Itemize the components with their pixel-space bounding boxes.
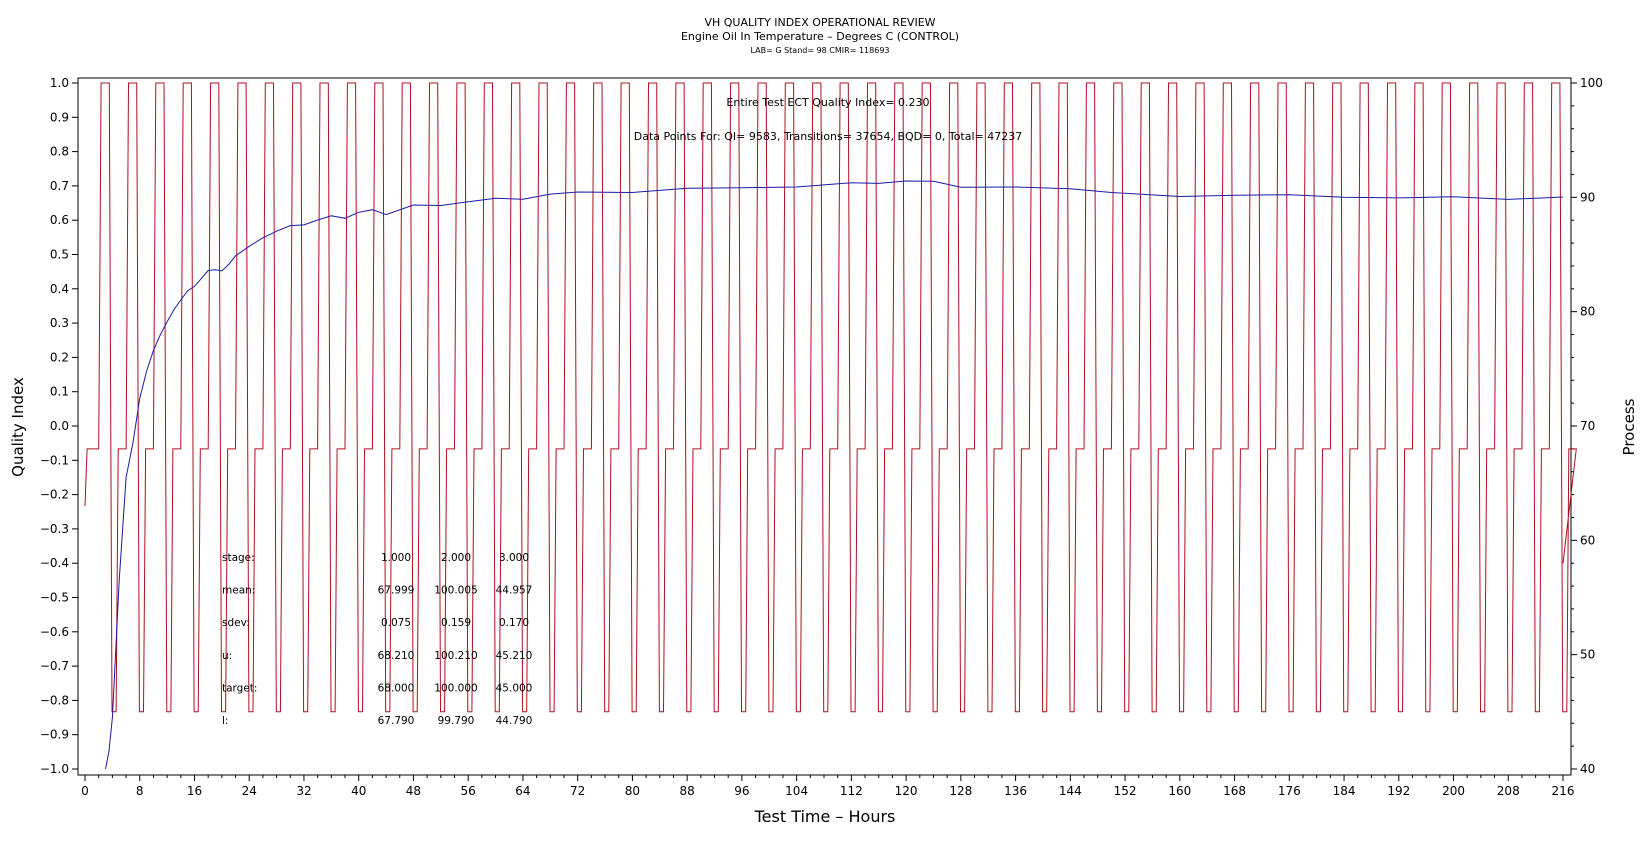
x-tick-label: 144 bbox=[1059, 784, 1082, 798]
y-axis-left: −1.0 −0.9 −0.8 −0.7 −0.6 −0.5 −0.4 −0.3 −0.2 −0.1… bbox=[40, 76, 78, 776]
x-tick-label: 152 bbox=[1114, 784, 1137, 798]
x-tick-label: 16 bbox=[187, 784, 202, 798]
chart-title: VH QUALITY INDEX OPERATIONAL REVIEW bbox=[704, 16, 935, 29]
chart-info-line: LAB= G Stand= 98 CMIR= 118693 bbox=[750, 46, 889, 55]
x-tick-label: 0 bbox=[81, 784, 89, 798]
x-tick-label: 176 bbox=[1278, 784, 1301, 798]
y-axis-right-label: Process bbox=[1620, 398, 1638, 455]
x-tick-label: 208 bbox=[1497, 784, 1520, 798]
y-left-tick-label: −0.5 bbox=[40, 591, 69, 605]
x-axis: 0 8 16 24 32 40 48 56 64 72 80 88 96 104 112 120 128 136 1… bbox=[81, 775, 1574, 798]
y-right-tick-label: 40 bbox=[1580, 762, 1595, 776]
y-left-tick-label: −0.9 bbox=[40, 728, 69, 742]
series-process-line bbox=[84, 82, 1577, 713]
stats-table: stage: 1.000 2.000 3.000 mean: 67.999 100.005 4… bbox=[222, 552, 532, 727]
y-right-tick-label: 60 bbox=[1580, 533, 1595, 547]
y-right-tick-label: 80 bbox=[1580, 305, 1595, 319]
y-axis-right: 40 50 60 70 80 90 100 bbox=[1571, 76, 1603, 776]
stats-cell: 2.000 bbox=[441, 552, 471, 564]
stats-cell: 0.170 bbox=[499, 617, 529, 629]
x-tick-label: 184 bbox=[1333, 784, 1356, 798]
series-quality-index-line bbox=[105, 180, 1564, 770]
x-axis-label: Test Time – Hours bbox=[754, 807, 896, 826]
stats-row-label: stage: bbox=[222, 552, 255, 564]
x-tick-label: 136 bbox=[1004, 784, 1027, 798]
y-left-tick-label: 0.4 bbox=[50, 282, 69, 296]
x-tick-label: 200 bbox=[1442, 784, 1465, 798]
x-tick-label: 128 bbox=[949, 784, 972, 798]
y-right-tick-label: 70 bbox=[1580, 419, 1595, 433]
y-left-tick-label: −0.2 bbox=[40, 488, 69, 502]
stats-cell: 45.210 bbox=[496, 650, 533, 662]
y-left-tick-label: 0.6 bbox=[50, 213, 69, 227]
y-left-tick-label: −0.7 bbox=[40, 659, 69, 673]
x-tick-label: 168 bbox=[1223, 784, 1246, 798]
x-tick-label: 192 bbox=[1387, 784, 1410, 798]
chart-subtitle: Engine Oil In Temperature – Degrees C (C… bbox=[681, 30, 959, 43]
stats-cell: 68.000 bbox=[378, 682, 415, 694]
stats-cell: 0.159 bbox=[441, 617, 471, 629]
x-tick-label: 96 bbox=[734, 784, 749, 798]
stats-row-label: u: bbox=[222, 650, 232, 662]
x-tick-label: 40 bbox=[351, 784, 366, 798]
x-tick-label: 72 bbox=[570, 784, 585, 798]
y-left-tick-label: 0.8 bbox=[50, 145, 69, 159]
y-left-tick-label: 0.0 bbox=[50, 419, 69, 433]
annotation-quality-index: Entire Test ECT Quality Index= 0.230 bbox=[726, 96, 929, 109]
y-left-tick-label: −0.3 bbox=[40, 522, 69, 536]
y-right-tick-label: 100 bbox=[1580, 76, 1603, 90]
y-left-tick-label: −1.0 bbox=[40, 762, 69, 776]
stats-row-label: mean: bbox=[222, 585, 255, 597]
x-tick-label: 48 bbox=[406, 784, 421, 798]
y-left-tick-label: 1.0 bbox=[50, 76, 69, 90]
y-left-tick-label: 0.9 bbox=[50, 110, 69, 124]
x-tick-label: 8 bbox=[136, 784, 144, 798]
stats-cell: 67.790 bbox=[378, 715, 415, 727]
stats-cell: 45.000 bbox=[496, 682, 533, 694]
y-left-tick-label: 0.3 bbox=[50, 316, 69, 330]
y-left-tick-label: −0.1 bbox=[40, 453, 69, 467]
x-tick-label: 64 bbox=[515, 784, 530, 798]
x-tick-label: 120 bbox=[895, 784, 918, 798]
x-tick-label: 24 bbox=[242, 784, 257, 798]
y-axis-left-label: Quality Index bbox=[9, 377, 27, 477]
stats-cell: 100.005 bbox=[434, 585, 477, 597]
y-left-tick-label: 0.1 bbox=[50, 385, 69, 399]
stats-cell: 44.957 bbox=[496, 585, 533, 597]
x-tick-label: 32 bbox=[296, 784, 311, 798]
stats-cell: 99.790 bbox=[438, 715, 475, 727]
stats-row-label: sdev: bbox=[222, 617, 250, 629]
annotation-data-points: Data Points For: QI= 9583, Transitions= … bbox=[634, 130, 1023, 143]
y-left-tick-label: 0.7 bbox=[50, 179, 69, 193]
stats-cell: 44.790 bbox=[496, 715, 533, 727]
x-tick-label: 56 bbox=[461, 784, 476, 798]
stats-cell: 100.210 bbox=[434, 650, 477, 662]
y-left-tick-label: −0.6 bbox=[40, 625, 69, 639]
stats-row-label: l: bbox=[222, 715, 228, 727]
y-right-tick-label: 50 bbox=[1580, 648, 1595, 662]
x-tick-label: 216 bbox=[1552, 784, 1575, 798]
x-tick-label: 80 bbox=[625, 784, 640, 798]
y-right-tick-label: 90 bbox=[1580, 190, 1595, 204]
stats-cell: 100.000 bbox=[434, 682, 477, 694]
stats-cell: 68.210 bbox=[378, 650, 415, 662]
x-tick-label: 160 bbox=[1168, 784, 1191, 798]
y-left-tick-label: −0.8 bbox=[40, 693, 69, 707]
stats-cell: 1.000 bbox=[381, 552, 411, 564]
stats-cell: 0.075 bbox=[381, 617, 411, 629]
stats-cell: 67.999 bbox=[378, 585, 415, 597]
stats-cell: 3.000 bbox=[499, 552, 529, 564]
x-tick-label: 88 bbox=[680, 784, 695, 798]
y-left-tick-label: −0.4 bbox=[40, 556, 69, 570]
y-left-tick-label: 0.5 bbox=[50, 248, 69, 262]
x-tick-label: 112 bbox=[840, 784, 863, 798]
y-left-tick-label: 0.2 bbox=[50, 350, 69, 364]
x-tick-label: 104 bbox=[785, 784, 808, 798]
stats-row-label: target: bbox=[222, 682, 257, 694]
